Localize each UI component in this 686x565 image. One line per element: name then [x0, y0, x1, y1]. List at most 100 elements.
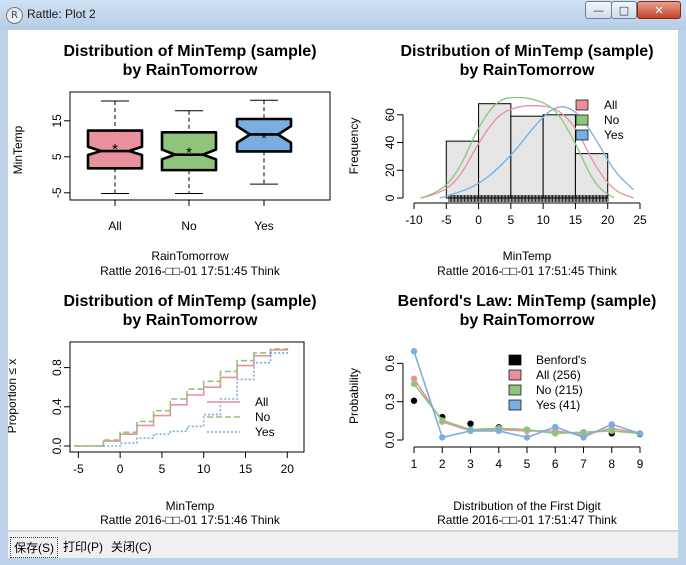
data-point [580, 428, 587, 436]
x-axis-label: RainTomorrow [151, 249, 229, 263]
data-point [608, 421, 615, 428]
legend-label: Benford's [536, 353, 586, 367]
y-tick-label: 0.6 [383, 355, 397, 372]
legend-label: Yes [255, 425, 275, 439]
data-point [439, 434, 446, 441]
series-no [410, 380, 644, 437]
close-button[interactable]: 关闭(C) [111, 540, 152, 554]
close-window-button[interactable]: ✕ [637, 1, 681, 19]
chart-footer: Rattle 2016-□□-01 17:51:45 Think [437, 264, 618, 278]
x-tick-label: -5 [441, 213, 452, 227]
y-axis-label: Probability [347, 368, 361, 424]
chart-footer: Rattle 2016-□□-01 17:51:45 Think [100, 264, 281, 278]
y-axis-label: MinTemp [11, 125, 25, 174]
window-title: Rattle: Plot 2 [27, 7, 96, 21]
plot-area: Distribution of MinTemp (sample) by RainT… [8, 30, 678, 530]
data-point [410, 397, 418, 404]
chart-title: Distribution of MinTemp (sample) [400, 43, 653, 60]
x-tick-label: 15 [239, 462, 253, 476]
x-tick-label: -10 [405, 213, 423, 227]
legend-swatch [508, 369, 522, 381]
mean-marker: * [261, 130, 267, 147]
legend-swatch [508, 399, 522, 411]
notched-box [160, 131, 218, 172]
category-label: All [108, 219, 121, 233]
x-axis-label: Distribution of the First Digit [453, 499, 601, 513]
data-point [552, 423, 559, 431]
y-tick-label: -5 [50, 187, 64, 198]
category-label: No [181, 219, 197, 233]
density-curve-all [420, 104, 634, 199]
x-tick-label: 9 [637, 457, 644, 471]
box-all: * [86, 100, 144, 195]
histogram-bar [445, 140, 480, 199]
x-tick-label: 5 [159, 462, 166, 476]
legend-label: No [604, 113, 620, 127]
density-curve-yes [439, 106, 634, 199]
minimize-button[interactable]: — [585, 1, 612, 19]
x-tick-label: 6 [552, 457, 559, 471]
series-line [413, 350, 641, 439]
ecdf-line-yes [99, 348, 289, 447]
legend-swatch [508, 354, 522, 366]
x-tick-label: 2 [439, 457, 446, 471]
legend-swatch [575, 99, 589, 111]
chart-footer: Rattle 2016-□□-01 17:51:46 Think [100, 513, 281, 527]
x-tick-label: 8 [608, 457, 615, 471]
x-tick-label: 5 [524, 457, 531, 471]
y-tick-label: 0.0 [50, 437, 64, 454]
data-point [523, 434, 531, 441]
chart-title: Distribution of MinTemp (sample) [63, 293, 316, 310]
plot-canvas: Distribution of MinTemp (sample) by RainT… [8, 43, 656, 527]
legend-label: Yes [604, 128, 624, 142]
data-point [467, 420, 474, 427]
legend-label: All [255, 395, 268, 409]
x-tick-label: 10 [536, 213, 550, 227]
histogram-bar [478, 103, 512, 199]
box-yes: * [235, 99, 293, 185]
legend-label: Yes (41) [536, 398, 580, 412]
y-tick-label: 0.4 [50, 398, 64, 415]
r-logo-icon: R [6, 7, 23, 24]
chart-subtitle: by RainTomorrow [460, 312, 595, 329]
print-button[interactable]: 打印(P) [63, 540, 103, 554]
legend-label: All (256) [536, 368, 581, 382]
y-tick-label: 0 [383, 194, 397, 201]
save-button[interactable]: 保存(S) [10, 537, 58, 558]
y-tick-label: 15 [50, 114, 64, 128]
data-point [467, 427, 474, 435]
x-tick-label: 3 [467, 457, 474, 471]
y-tick-label: 5 [50, 153, 64, 160]
x-tick-label: 5 [508, 213, 515, 227]
legend-label: No [255, 410, 271, 424]
x-axis-label: MinTemp [503, 249, 552, 263]
x-tick-label: 4 [495, 457, 502, 471]
histogram-bar [542, 114, 576, 199]
x-tick-label: 0 [117, 462, 124, 476]
series-yes [410, 348, 644, 441]
y-tick-label: 0.8 [50, 359, 64, 376]
x-tick-label: 0 [475, 213, 482, 227]
data-point [439, 417, 446, 424]
data-point [410, 348, 418, 355]
y-tick-label: 20 [383, 163, 397, 177]
chart-footer: Rattle 2016-□□-01 17:51:47 Think [437, 513, 618, 527]
x-tick-label: -5 [73, 462, 84, 476]
mean-marker: * [112, 141, 118, 158]
legend-label: No (215) [536, 383, 583, 397]
y-tick-label: 60 [383, 108, 397, 122]
maximize-button[interactable]: □ [611, 1, 637, 19]
legend-label: All [604, 98, 617, 112]
chart-title: Distribution of MinTemp (sample) [63, 43, 316, 60]
x-tick-label: 25 [633, 213, 647, 227]
data-point [410, 380, 418, 388]
data-point [552, 430, 559, 437]
legend-swatch [575, 129, 589, 141]
chart-subtitle: by RainTomorrow [460, 62, 595, 79]
ecdf-line-no [74, 348, 289, 447]
mean-marker: * [186, 144, 192, 161]
data-point [580, 434, 587, 441]
